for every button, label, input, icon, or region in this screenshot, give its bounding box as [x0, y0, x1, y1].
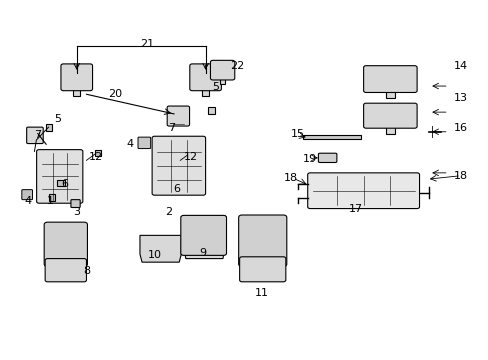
FancyBboxPatch shape — [307, 173, 419, 208]
Polygon shape — [183, 216, 224, 258]
FancyBboxPatch shape — [152, 136, 205, 195]
Text: 20: 20 — [108, 89, 122, 99]
FancyBboxPatch shape — [238, 215, 286, 266]
Text: 13: 13 — [453, 93, 467, 103]
Text: 15: 15 — [290, 129, 305, 139]
FancyBboxPatch shape — [22, 190, 32, 200]
Text: 1: 1 — [46, 197, 53, 206]
Text: 14: 14 — [453, 61, 467, 71]
Text: 21: 21 — [140, 39, 154, 49]
Text: 5: 5 — [211, 82, 218, 92]
Text: 10: 10 — [147, 250, 161, 260]
Polygon shape — [385, 126, 394, 134]
FancyBboxPatch shape — [167, 106, 189, 126]
FancyBboxPatch shape — [239, 257, 285, 282]
FancyBboxPatch shape — [181, 215, 226, 255]
Text: 2: 2 — [165, 207, 172, 217]
Bar — [57, 180, 64, 186]
Bar — [49, 194, 55, 202]
Text: 8: 8 — [83, 266, 90, 276]
Bar — [180, 172, 189, 180]
FancyBboxPatch shape — [44, 222, 87, 266]
Bar — [95, 150, 101, 156]
Text: 4: 4 — [126, 139, 134, 149]
Text: 5: 5 — [54, 114, 61, 124]
Text: 22: 22 — [230, 61, 244, 71]
Text: 6: 6 — [61, 179, 68, 189]
FancyBboxPatch shape — [45, 258, 86, 282]
FancyBboxPatch shape — [71, 200, 80, 207]
FancyBboxPatch shape — [189, 64, 221, 91]
Text: 9: 9 — [199, 248, 206, 258]
FancyBboxPatch shape — [138, 137, 150, 149]
Text: 18: 18 — [453, 171, 467, 181]
FancyBboxPatch shape — [318, 153, 336, 162]
Text: 4: 4 — [24, 197, 32, 206]
Polygon shape — [202, 89, 208, 96]
FancyBboxPatch shape — [210, 60, 234, 80]
FancyBboxPatch shape — [363, 103, 416, 128]
Text: 3: 3 — [73, 207, 80, 217]
Polygon shape — [73, 89, 80, 96]
Text: 6: 6 — [173, 184, 180, 194]
Text: 18: 18 — [283, 173, 297, 183]
Polygon shape — [220, 78, 224, 84]
Text: 11: 11 — [254, 288, 268, 297]
Text: 19: 19 — [303, 154, 317, 163]
Polygon shape — [140, 235, 181, 262]
Bar — [302, 135, 361, 139]
Text: 16: 16 — [453, 123, 467, 133]
FancyBboxPatch shape — [37, 150, 82, 203]
Text: 12: 12 — [183, 152, 198, 162]
Text: 12: 12 — [89, 152, 103, 162]
Polygon shape — [385, 91, 394, 98]
Bar — [207, 107, 214, 114]
FancyBboxPatch shape — [363, 66, 416, 93]
FancyBboxPatch shape — [61, 64, 92, 91]
Text: 17: 17 — [348, 203, 363, 213]
FancyBboxPatch shape — [27, 127, 43, 144]
Text: 7: 7 — [34, 130, 41, 140]
Text: 7: 7 — [168, 123, 175, 133]
Bar — [187, 150, 195, 157]
Bar — [46, 124, 52, 131]
